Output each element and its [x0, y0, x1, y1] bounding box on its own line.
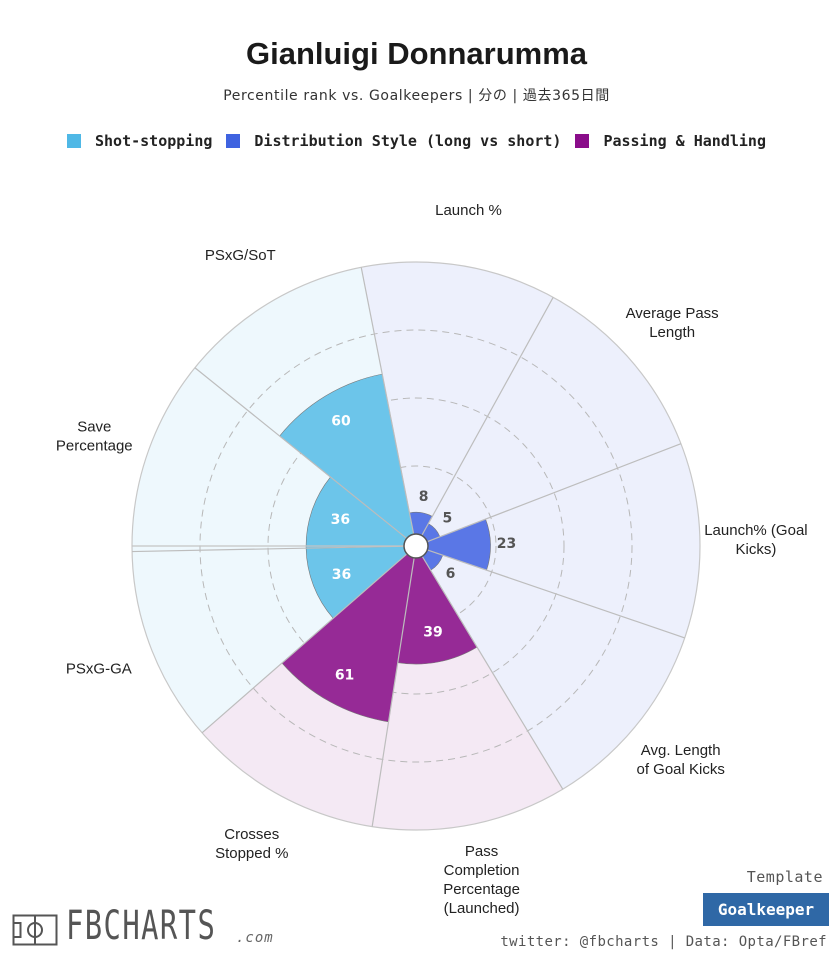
value-label: 23: [497, 536, 516, 552]
category-label: Save Percentage: [56, 418, 133, 454]
legend-label: Passing & Handling: [603, 132, 766, 150]
value-label: 5: [442, 511, 452, 527]
chart-subtitle: Percentile rank vs. Goalkeepers | 分の | 過…: [223, 88, 610, 104]
value-label: 36: [332, 567, 351, 583]
wedge-divider: [421, 297, 554, 536]
category-label: PSxG-GA: [66, 660, 132, 677]
wedge-divider: [132, 545, 405, 553]
value-label: 6: [446, 566, 456, 582]
grid-ring: [267, 397, 565, 695]
category-label: Crosses Stopped %: [215, 826, 288, 862]
data-credit: twitter: @fbcharts | Data: Opta/FBref: [500, 934, 827, 950]
category-label: Launch% (Goal Kicks): [704, 521, 807, 557]
category-label: Average Pass Length: [626, 304, 719, 340]
value-label: 61: [335, 668, 354, 684]
center-hole: [403, 533, 429, 559]
background-wedge: [421, 297, 681, 542]
legend-label: Shot-stopping: [94, 132, 213, 150]
brand-name: FBCHARTS: [66, 903, 217, 949]
value-label: 60: [331, 414, 351, 430]
legend-swatch: [66, 134, 81, 148]
legend-swatch: [575, 134, 590, 148]
value-label: 8: [419, 489, 429, 505]
wedge-divider: [360, 267, 415, 535]
value-label: 36: [331, 512, 350, 528]
wedge-divider: [371, 557, 415, 827]
pitch-icon: [12, 914, 58, 946]
legend-swatch: [226, 134, 241, 148]
legend-label: Distribution Style (long vs short): [254, 132, 562, 150]
template-badge: Goalkeeper: [703, 893, 829, 926]
legend-item-passing-handling: Passing & Handling: [575, 132, 766, 150]
wedge-divider: [427, 549, 685, 639]
background-wedge: [422, 549, 685, 790]
category-label: Launch %: [435, 202, 502, 219]
legend-item-shot-stopping: Shot-stopping: [66, 132, 213, 150]
wedge-divider: [426, 443, 682, 543]
category-label: Avg. Length of Goal Kicks: [636, 741, 724, 777]
value-label: 39: [423, 624, 442, 640]
brand-logo: FBCHARTS .com: [12, 906, 275, 946]
wedge-divider: [201, 553, 408, 734]
legend: Shot-stopping Distribution Style (long v…: [0, 132, 833, 150]
wedge-divider: [194, 367, 408, 539]
wedge-divider: [421, 555, 564, 790]
category-label: PSxG/SoT: [205, 246, 276, 263]
legend-item-distribution: Distribution Style (long vs short): [226, 132, 561, 150]
brand-suffix: .com: [236, 930, 274, 946]
category-label: Pass Completion Percentage (Launched): [443, 843, 520, 917]
template-label: Template: [746, 868, 823, 886]
chart-title: Gianluigi Donnarumma: [245, 36, 588, 71]
